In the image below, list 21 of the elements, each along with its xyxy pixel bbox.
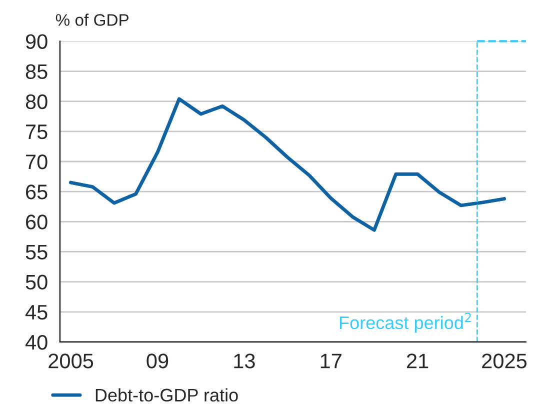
y-tick-label: 65	[26, 184, 48, 200]
ref-line-label: Forecast period$^{2}$	[340, 312, 471, 333]
y-tick-label: 70	[26, 154, 48, 170]
legend-label: Debt-to-GDP ratio	[96, 388, 238, 402]
x-tick-label: 17	[320, 354, 342, 368]
x-tick-label: 13	[234, 354, 255, 368]
x-tick-label: 21	[407, 354, 428, 368]
y-axis-title: % of GDP	[56, 14, 129, 26]
x-tick-label: 09	[146, 354, 168, 368]
y-tick-label: 90	[26, 34, 48, 49]
y-tick-label: 45	[25, 305, 48, 320]
y-tick-label: 40	[25, 334, 48, 350]
y-tick-label: 60	[26, 214, 48, 230]
x-tick-label: 2025	[482, 354, 527, 368]
y-tick-label: 85	[26, 64, 48, 80]
y-tick-label: 80	[26, 94, 48, 110]
line-series	[69, 97, 506, 232]
x-tick-label: 2005	[48, 354, 94, 368]
y-tick-label: 50	[26, 274, 48, 290]
y-tick-label: 75	[26, 124, 48, 140]
y-tick-label: 55	[26, 244, 48, 260]
